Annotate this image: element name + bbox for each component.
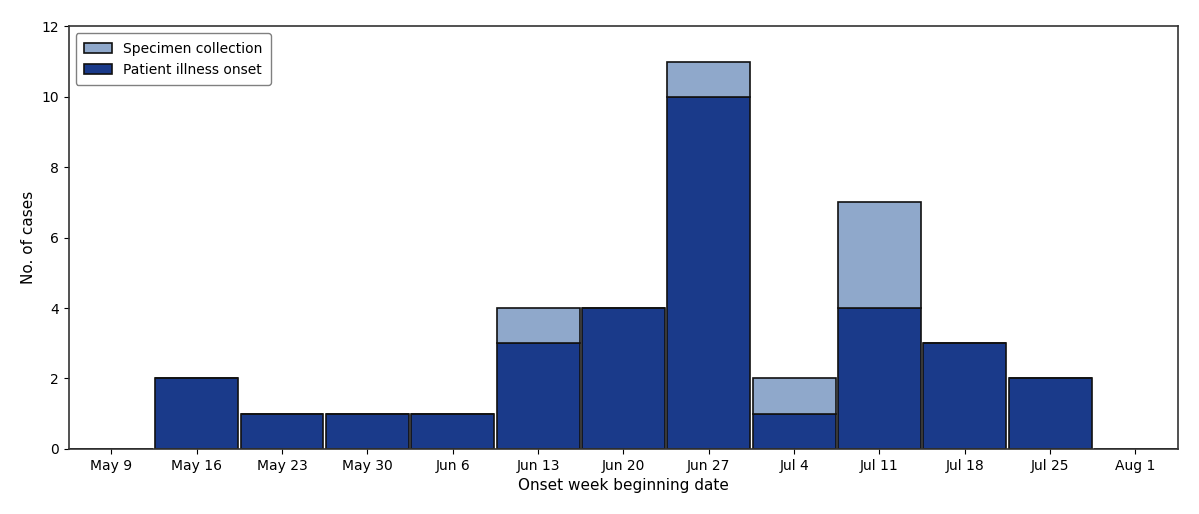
Bar	[838, 308, 921, 449]
Bar	[668, 62, 751, 97]
Legend: Specimen collection, Patient illness onset: Specimen collection, Patient illness ons…	[76, 33, 271, 85]
Y-axis label: No. of cases: No. of cases	[20, 191, 36, 284]
Bar	[753, 414, 836, 449]
Bar	[753, 378, 836, 414]
Bar	[496, 308, 579, 343]
Bar	[411, 414, 494, 449]
Bar	[923, 343, 1006, 449]
Bar	[496, 343, 579, 449]
Bar	[156, 378, 239, 449]
Bar	[241, 414, 324, 449]
Bar	[582, 308, 664, 449]
Bar	[668, 97, 751, 449]
X-axis label: Onset week beginning date: Onset week beginning date	[518, 478, 729, 493]
Bar	[326, 414, 409, 449]
Bar	[1008, 378, 1091, 449]
Bar	[838, 203, 921, 308]
